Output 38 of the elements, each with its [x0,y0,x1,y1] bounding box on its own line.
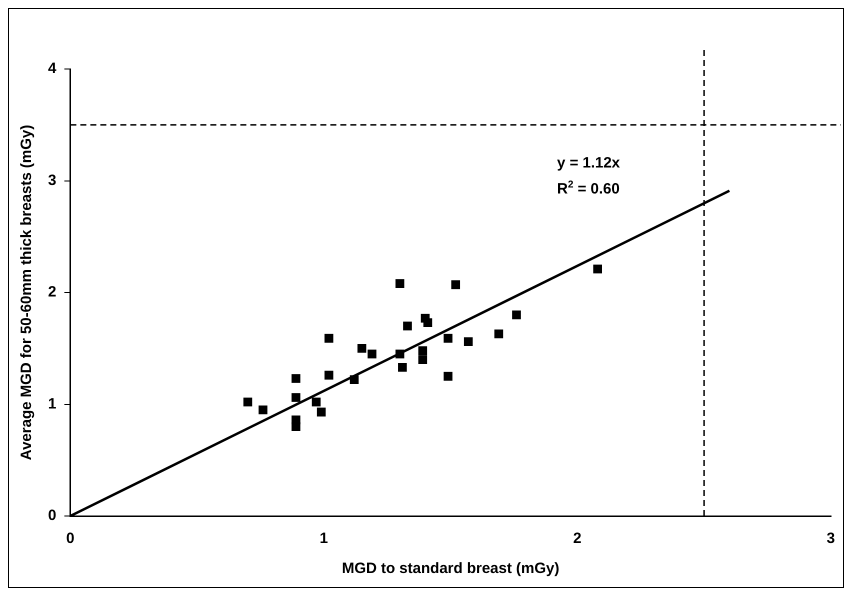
point [368,350,376,358]
point [396,350,404,358]
annotation: y = 1.12x [557,154,621,172]
point [512,310,521,320]
point [312,398,321,406]
point [444,372,452,381]
point [444,334,452,343]
x-tick-label: 3 [826,530,835,548]
x-tick-label: 1 [320,530,328,548]
point [258,405,268,414]
point [316,408,326,416]
point [403,322,412,330]
point [292,422,300,431]
x-tick-label: 0 [66,530,75,548]
y-tick-label: 0 [48,507,56,524]
point [396,279,404,288]
point [418,355,428,364]
point [464,337,473,346]
point [357,344,366,353]
y-tick-label: 3 [48,172,56,189]
y-tick-label: 1 [48,395,56,412]
point [350,375,359,384]
point [418,346,428,355]
point [292,374,300,383]
point [494,329,504,338]
point [324,370,334,380]
point [451,280,460,290]
point [292,393,300,402]
y-tick-label: 2 [48,284,56,301]
point [593,264,602,274]
y-tick-label: 4 [48,60,57,78]
point [423,318,432,328]
x-axis-title: MGD to standard breast (mGy) [342,560,560,578]
x-tick-label: 2 [573,530,582,548]
y-axis-title: Average MGD for 50-60mm thick breasts (mGy) [18,124,36,460]
point [398,362,407,372]
point [243,398,252,406]
point [324,334,334,343]
